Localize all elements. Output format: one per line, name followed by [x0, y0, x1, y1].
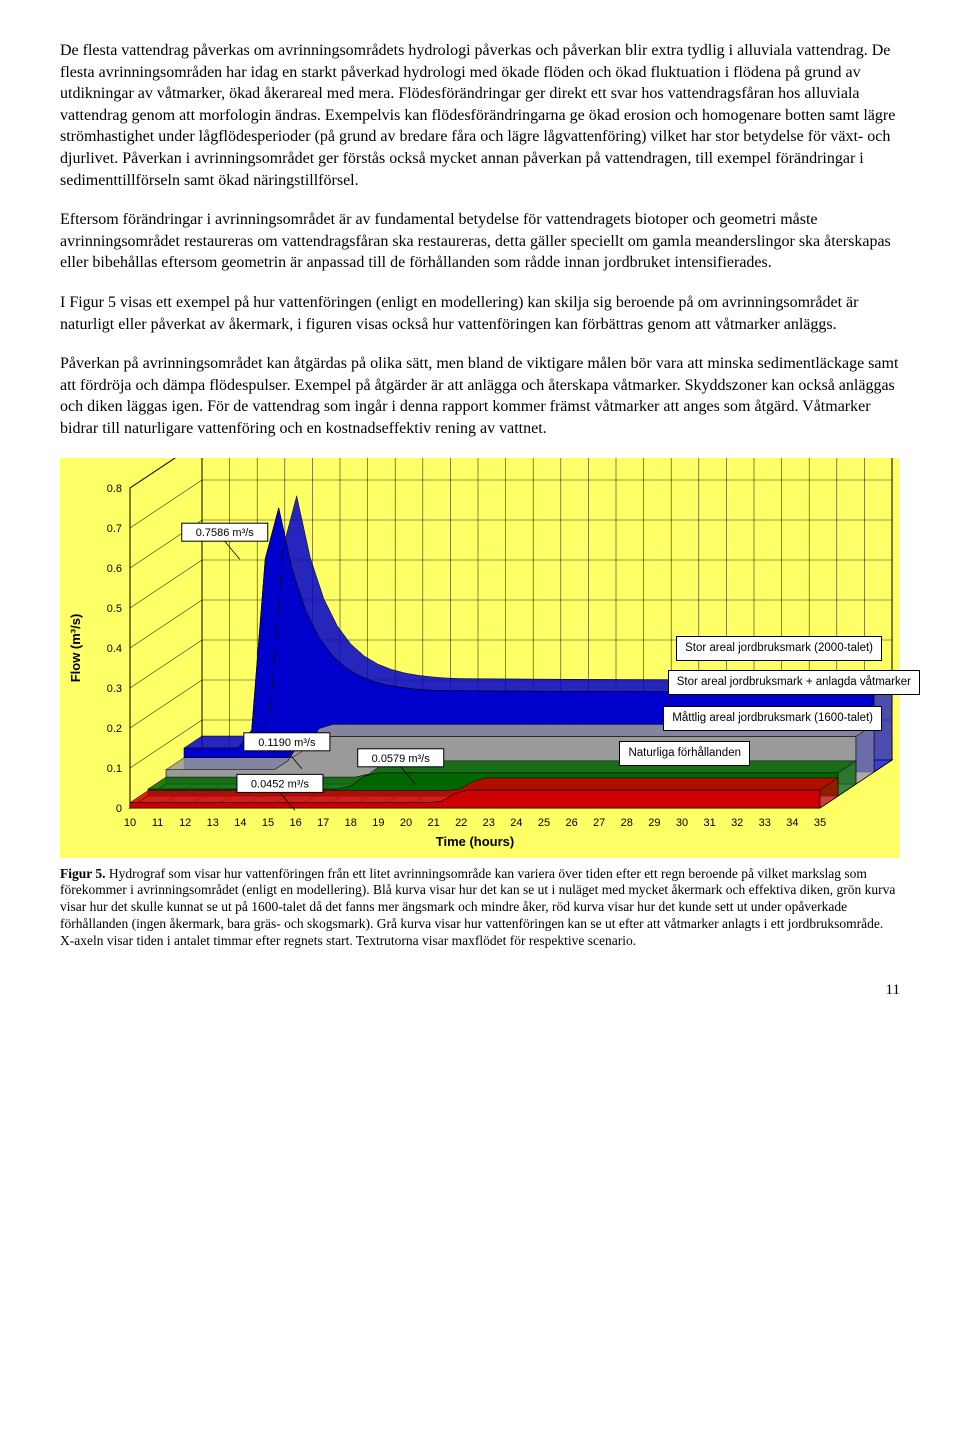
svg-text:28: 28: [621, 817, 633, 829]
svg-text:32: 32: [731, 817, 743, 829]
page-number: 11: [60, 980, 900, 1000]
paragraph-3: I Figur 5 visas ett exempel på hur vatte…: [60, 292, 900, 335]
svg-text:22: 22: [455, 817, 467, 829]
svg-text:21: 21: [427, 817, 439, 829]
chart-legend-box: Naturliga förhållanden: [619, 741, 750, 767]
svg-text:29: 29: [648, 817, 660, 829]
svg-text:35: 35: [814, 817, 826, 829]
chart-legend-box: Stor areal jordbruksmark (2000-talet): [676, 636, 882, 662]
svg-text:0.4: 0.4: [107, 643, 122, 655]
svg-text:Flow (m³/s): Flow (m³/s): [68, 613, 83, 682]
figure-caption-text: Hydrograf som visar hur vattenföringen f…: [60, 866, 895, 949]
svg-text:0.0579 m³/s: 0.0579 m³/s: [372, 752, 431, 764]
svg-text:17: 17: [317, 817, 329, 829]
hydrograph-chart: 0 0.1 0.2 0.3 0.4 0.5 0.6 0.7 0.8 10 11 12 13 14 15 16 1…: [60, 458, 900, 858]
svg-text:25: 25: [538, 817, 550, 829]
svg-text:30: 30: [676, 817, 688, 829]
svg-text:31: 31: [703, 817, 715, 829]
svg-text:0.7: 0.7: [107, 523, 122, 535]
svg-text:16: 16: [289, 817, 301, 829]
svg-text:15: 15: [262, 817, 274, 829]
paragraph-1: De flesta vattendrag påverkas om avrinni…: [60, 40, 900, 191]
paragraph-4: Påverkan på avrinningsområdet kan åtgärd…: [60, 353, 900, 439]
svg-text:11: 11: [152, 817, 163, 829]
svg-text:27: 27: [593, 817, 605, 829]
svg-text:14: 14: [234, 817, 246, 829]
svg-text:12: 12: [179, 817, 191, 829]
chart-legend-box: Måttlig areal jordbruksmark (1600-talet): [663, 706, 882, 732]
svg-text:26: 26: [565, 817, 577, 829]
svg-text:0.2: 0.2: [107, 723, 122, 735]
svg-text:0.7586 m³/s: 0.7586 m³/s: [196, 527, 255, 539]
svg-text:0.8: 0.8: [107, 483, 122, 495]
svg-text:19: 19: [372, 817, 384, 829]
figure-caption: Figur 5. Hydrograf som visar hur vattenf…: [60, 866, 900, 950]
svg-text:0.0452 m³/s: 0.0452 m³/s: [251, 778, 310, 790]
svg-text:20: 20: [400, 817, 412, 829]
chart-legend-box: Stor areal jordbruksmark + anlagda våtma…: [668, 670, 920, 696]
svg-text:33: 33: [759, 817, 771, 829]
svg-text:0.1190 m³/s: 0.1190 m³/s: [258, 736, 316, 748]
svg-text:13: 13: [207, 817, 219, 829]
paragraph-2: Eftersom förändringar i avrinningsområde…: [60, 209, 900, 274]
figure-label: Figur 5.: [60, 866, 106, 881]
svg-text:0: 0: [116, 803, 122, 815]
svg-text:24: 24: [510, 817, 522, 829]
svg-text:10: 10: [124, 817, 136, 829]
svg-text:18: 18: [345, 817, 357, 829]
svg-text:Time (hours): Time (hours): [436, 834, 515, 849]
svg-text:0.5: 0.5: [107, 603, 122, 615]
svg-text:23: 23: [483, 817, 495, 829]
svg-text:0.3: 0.3: [107, 683, 122, 695]
svg-text:34: 34: [786, 817, 798, 829]
svg-text:0.1: 0.1: [107, 763, 122, 775]
svg-text:0.6: 0.6: [107, 563, 122, 575]
